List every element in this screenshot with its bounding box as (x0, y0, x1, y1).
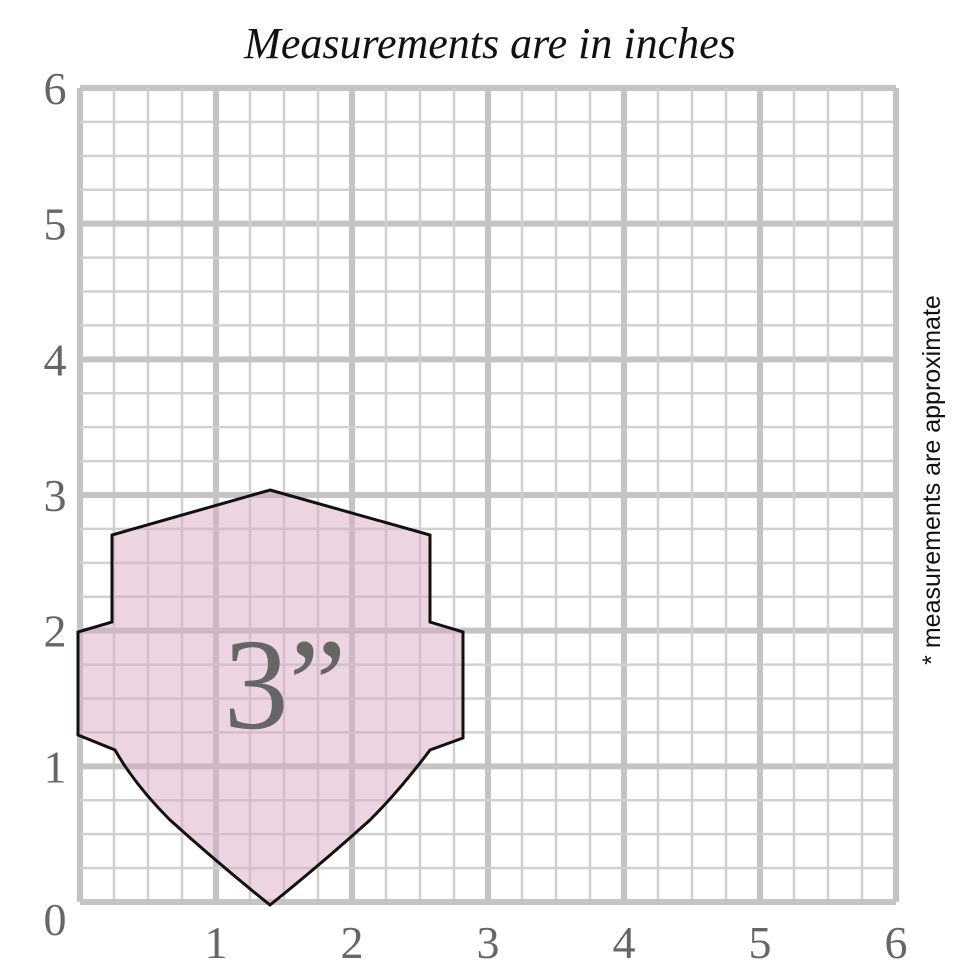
y-axis-label: 0 (44, 894, 67, 945)
y-axis-label: 6 (44, 63, 67, 114)
axis-labels: 0 1 2 3 4 5 6 1 2 3 4 5 6 (44, 63, 908, 968)
size-label: 3” (224, 613, 347, 757)
x-axis-label: 3 (477, 917, 500, 968)
y-axis-label: 1 (44, 741, 67, 792)
y-axis-label: 4 (44, 334, 67, 385)
x-axis-label: 6 (885, 917, 908, 968)
shield-shape (76, 488, 465, 907)
x-axis-label: 4 (613, 917, 636, 968)
x-axis-label: 1 (205, 917, 228, 968)
x-axis-label: 2 (341, 917, 364, 968)
y-axis-label: 2 (44, 606, 67, 657)
y-axis-label: 5 (44, 199, 67, 250)
y-axis-label: 3 (44, 470, 67, 521)
x-axis-label: 5 (749, 917, 772, 968)
title: Measurements are in inches (243, 19, 736, 68)
note: * measurements are approximate (918, 295, 946, 665)
